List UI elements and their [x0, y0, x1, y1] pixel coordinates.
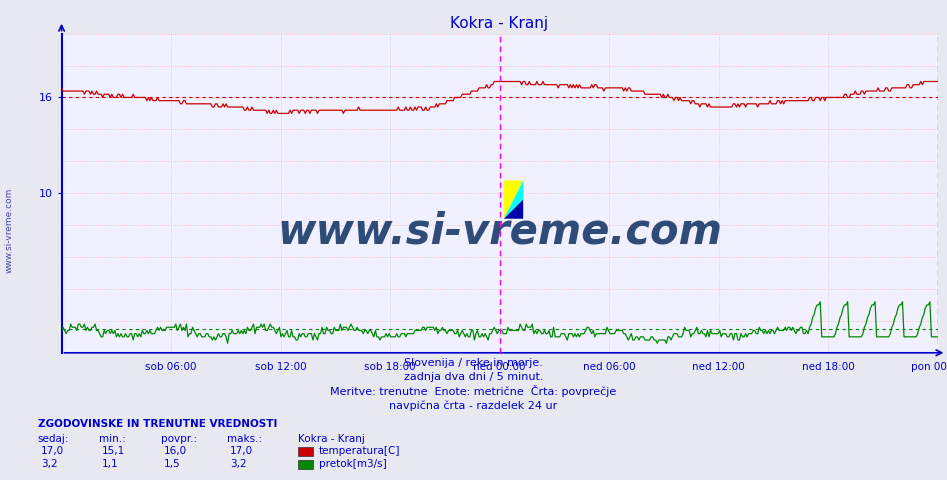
Text: 3,2: 3,2	[41, 458, 58, 468]
Polygon shape	[504, 180, 523, 219]
Text: zadnja dva dni / 5 minut.: zadnja dva dni / 5 minut.	[403, 372, 544, 382]
Title: Kokra - Kranj: Kokra - Kranj	[451, 16, 548, 31]
Text: www.si-vreme.com: www.si-vreme.com	[277, 211, 722, 252]
Polygon shape	[504, 180, 523, 219]
Text: Kokra - Kranj: Kokra - Kranj	[298, 433, 366, 444]
Text: 17,0: 17,0	[230, 445, 253, 456]
Text: www.si-vreme.com: www.si-vreme.com	[5, 188, 14, 273]
Text: navpična črta - razdelek 24 ur: navpična črta - razdelek 24 ur	[389, 400, 558, 411]
Text: 1,5: 1,5	[164, 458, 181, 468]
Text: 3,2: 3,2	[230, 458, 247, 468]
Text: min.:: min.:	[99, 433, 126, 444]
Text: 16,0: 16,0	[164, 445, 187, 456]
Text: maks.:: maks.:	[227, 433, 262, 444]
Text: 15,1: 15,1	[102, 445, 126, 456]
Text: sedaj:: sedaj:	[38, 433, 69, 444]
Text: temperatura[C]: temperatura[C]	[319, 445, 401, 456]
Text: Slovenija / reke in morje.: Slovenija / reke in morje.	[404, 358, 543, 368]
Text: 17,0: 17,0	[41, 445, 63, 456]
Text: 1,1: 1,1	[102, 458, 119, 468]
Text: povpr.:: povpr.:	[161, 433, 197, 444]
Text: ZGODOVINSKE IN TRENUTNE VREDNOSTI: ZGODOVINSKE IN TRENUTNE VREDNOSTI	[38, 419, 277, 429]
Text: pretok[m3/s]: pretok[m3/s]	[319, 458, 387, 468]
Text: Meritve: trenutne  Enote: metrične  Črta: povprečje: Meritve: trenutne Enote: metrične Črta: …	[331, 384, 616, 396]
Polygon shape	[504, 200, 523, 219]
